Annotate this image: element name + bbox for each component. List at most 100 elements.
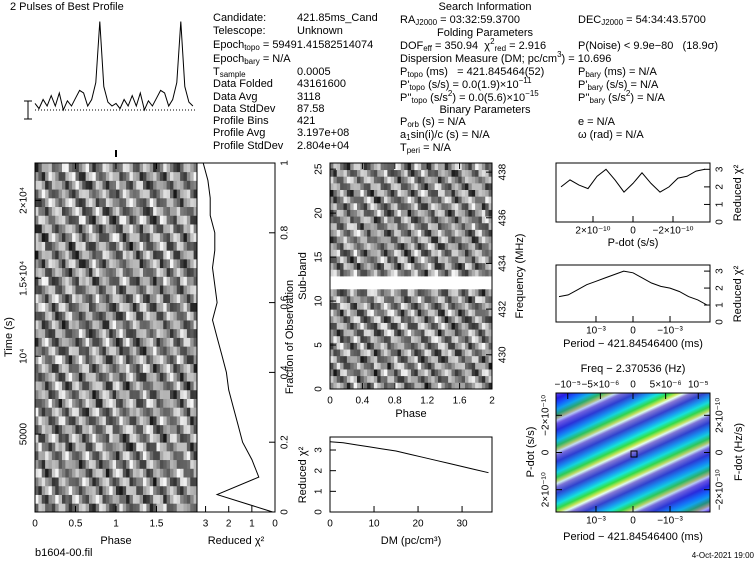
heatmap-cell [146,389,151,399]
heatmap-cell [193,372,198,382]
heatmap-cell [367,256,371,264]
heatmap-cell [367,196,371,204]
heatmap-cell [65,189,70,199]
heatmap-cell [159,494,164,504]
heatmap-cell [417,236,422,244]
heatmap-cell [136,285,141,295]
heatmap-cell [75,407,80,417]
heatmap-cell [149,171,154,181]
heatmap-cell [488,362,493,370]
text-part: P [400,116,407,128]
heatmap-cell [478,216,483,224]
heatmap-cell [407,202,412,210]
heatmap-cell [363,322,368,330]
heatmap-cell [390,342,395,350]
heatmap-cell [99,477,103,487]
heatmap-cell [95,258,100,269]
heatmap-cell [159,197,164,208]
heatmap-cell [454,349,459,357]
heatmap-cell [75,424,80,434]
heatmap-cell [193,328,198,338]
heatmap-cell [343,355,348,363]
heatmap-cell [65,215,70,225]
heatmap-cell [387,176,392,184]
heatmap-cell [183,372,188,382]
heatmap-cell [41,372,46,382]
heatmap-cell [390,236,395,244]
heatmap-cell [85,485,90,495]
heatmap-cell [95,407,100,417]
heatmap-cell [170,258,174,269]
heatmap-cell [85,468,90,478]
heatmap-cell [397,202,402,210]
heatmap-cell [51,232,56,242]
heatmap-cell [373,369,378,377]
heatmap-cell [78,189,83,199]
heatmap-cell [75,163,80,173]
heatmap-cell [132,250,137,260]
heatmap-cell [417,209,422,217]
heatmap-cell [390,375,395,383]
heatmap-cell [58,468,63,478]
heatmap-cell [62,346,66,356]
heatmap-cell [119,468,124,478]
heatmap-cell [404,189,409,197]
heatmap-cell [434,236,439,244]
heatmap-cell [55,442,60,452]
heatmap-cell [421,209,425,217]
heatmap-cell [136,163,141,173]
heatmap-cell [417,182,422,190]
heatmap-cell [454,182,459,190]
heatmap-cell [58,215,63,225]
heatmap-cell [170,206,174,216]
heatmap-cell [363,189,368,197]
heatmap-cell [357,342,361,350]
heatmap-cell [173,337,178,347]
heatmap-cell [139,424,144,434]
heatmap-cell [65,171,70,181]
tick-label: 20 [412,519,424,530]
heatmap-cell [357,309,361,317]
heatmap-cell [143,224,147,234]
heatmap-cell [434,369,439,377]
heatmap-cell [41,180,46,190]
heatmap-cell [404,249,409,257]
heatmap-cell [475,202,479,210]
section-heading: Binary Parameters [439,104,531,116]
heatmap-cell [330,369,334,377]
heatmap-cell [471,342,476,350]
heatmap-cell [357,163,361,171]
heatmap-cell [176,389,181,399]
heatmap-cell [471,295,476,303]
heatmap-cell [377,262,382,270]
heatmap-cell [116,381,120,391]
heatmap-cell [156,276,161,286]
heatmap-cell [451,315,456,323]
heatmap-cell [58,171,63,181]
heatmap-cell [394,315,398,323]
heatmap-cell [170,372,174,382]
heatmap-cell [78,302,83,312]
heatmap-cell [72,416,76,426]
heatmap-cell [92,485,97,495]
heatmap-cell [82,328,87,338]
heatmap-cell [414,182,419,190]
heatmap-cell [377,302,382,310]
heatmap-cell [380,249,385,257]
heatmap-cell [89,276,93,286]
text-part: Profile Avg [213,127,265,139]
heatmap-cell [102,354,107,365]
heatmap-cell [105,276,110,286]
heatmap-cell [163,389,168,399]
heatmap-cell [370,182,375,190]
heatmap-cell [38,424,43,434]
heatmap-cell [68,206,73,216]
heatmap-cell [78,250,83,260]
heatmap-cell [360,295,365,303]
heatmap-cell [417,355,422,363]
heatmap-cell [55,459,60,469]
heatmap-cell [414,189,419,197]
heatmap-cell [183,258,188,269]
heatmap-cell [82,442,87,452]
heatmap-cell [471,349,476,357]
